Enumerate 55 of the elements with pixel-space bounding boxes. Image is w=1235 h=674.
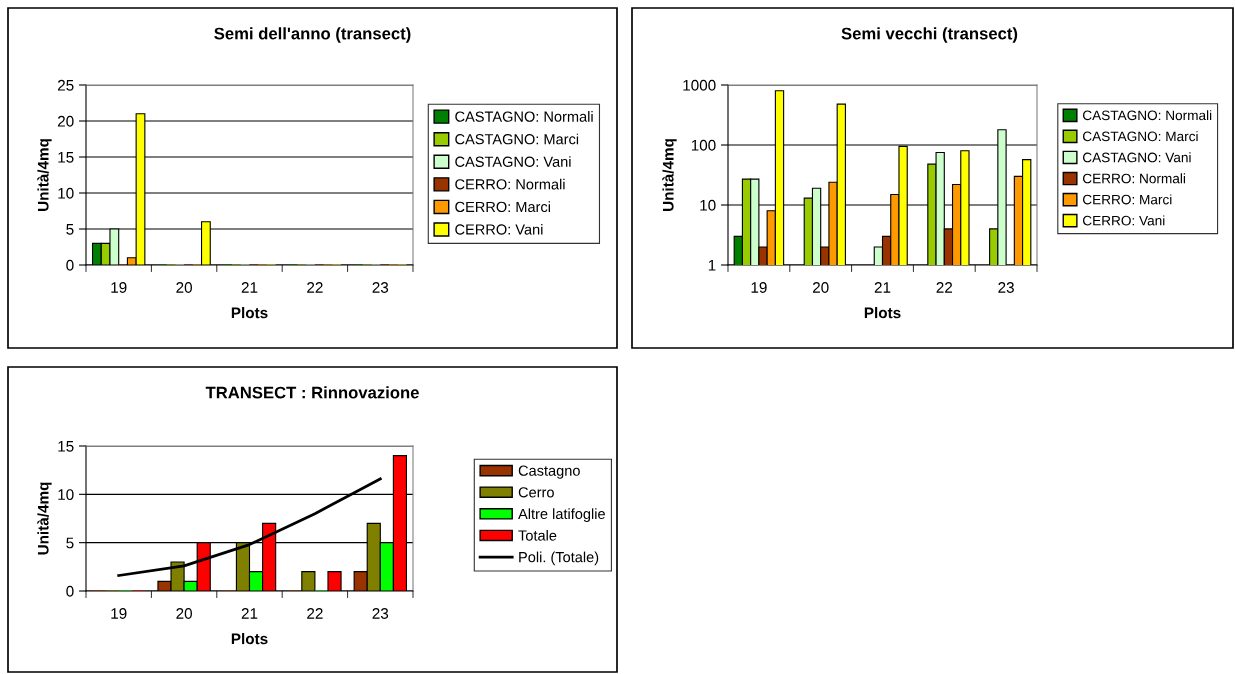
legend-label: Totale (518, 529, 557, 541)
y-tick-label: 10 (58, 187, 74, 199)
legend-label: CERRO: Marci (455, 201, 550, 213)
x-tick-label: 22 (936, 282, 953, 293)
y-tick-label: 5 (66, 537, 74, 549)
legend-label: CERRO: Normali (1083, 173, 1185, 184)
y-tick-label: 5 (66, 224, 74, 235)
x-axis-title: Plots (864, 307, 901, 319)
x-tick-label: 21 (241, 282, 258, 293)
y-axis-title: Unità/4mq (662, 139, 677, 212)
chart-title: TRANSECT : Rinnovazione (205, 386, 419, 399)
legend-label: CERRO: Normali (455, 178, 565, 190)
y-tick-label: 0 (66, 585, 74, 597)
legend-label: Poli. (Totale) (519, 551, 599, 566)
legend-label: Cerro (518, 487, 554, 498)
y-axis-title: Unità/4mq (37, 482, 52, 555)
legend-label: CASTAGNO: Normali (1083, 110, 1212, 121)
legend-label: Castagno (518, 465, 580, 479)
y-tick-label: 25 (57, 79, 74, 91)
y-tick-label: 15 (58, 441, 74, 452)
chart-title: Semi vecchi (transect) (841, 27, 1018, 43)
x-tick-label: 19 (751, 282, 767, 293)
x-tick-label: 19 (111, 282, 127, 293)
x-tick-label: 22 (307, 282, 323, 293)
y-tick-label: 1000 (683, 79, 716, 91)
chart-title: Semi dell'anno (transect) (214, 27, 411, 43)
legend-label: CASTAGNO: Normali (455, 111, 593, 122)
legend-label: CERRO: Marci (1083, 194, 1172, 205)
y-tick-label: 0 (66, 259, 74, 271)
x-tick-label: 23 (372, 282, 389, 293)
y-tick-label: 20 (57, 115, 74, 127)
legend-label: CASTAGNO: Vani (455, 156, 571, 167)
y-axis-title: Unità/4mq (37, 139, 52, 212)
legend-label: CASTAGNO: Marci (1083, 131, 1198, 142)
x-axis-title: Plots (231, 307, 268, 319)
x-tick-label: 21 (241, 608, 258, 619)
legend-label: CERRO: Vani (1083, 215, 1165, 226)
y-tick-label: 10 (58, 489, 74, 501)
legend-label: Altre latifoglie (518, 508, 605, 522)
x-tick-label: 23 (998, 282, 1014, 293)
x-tick-label: 20 (812, 282, 829, 293)
legend-label: CASTAGNO: Vani (1083, 152, 1191, 163)
x-tick-label: 20 (176, 608, 192, 619)
y-tick-label: 10 (700, 199, 716, 211)
y-tick-label: 1 (708, 260, 716, 271)
legend-label: CASTAGNO: Marci (455, 133, 579, 145)
x-tick-label: 20 (176, 282, 192, 293)
y-tick-label: 100 (691, 139, 716, 151)
x-tick-label: 19 (111, 608, 127, 619)
y-tick-label: 15 (58, 152, 74, 163)
legend-label: CERRO: Vani (455, 223, 543, 235)
x-tick-label: 23 (372, 608, 389, 619)
x-axis-title: Plots (231, 633, 268, 645)
x-tick-label: 22 (307, 608, 323, 619)
x-tick-label: 21 (874, 282, 891, 293)
